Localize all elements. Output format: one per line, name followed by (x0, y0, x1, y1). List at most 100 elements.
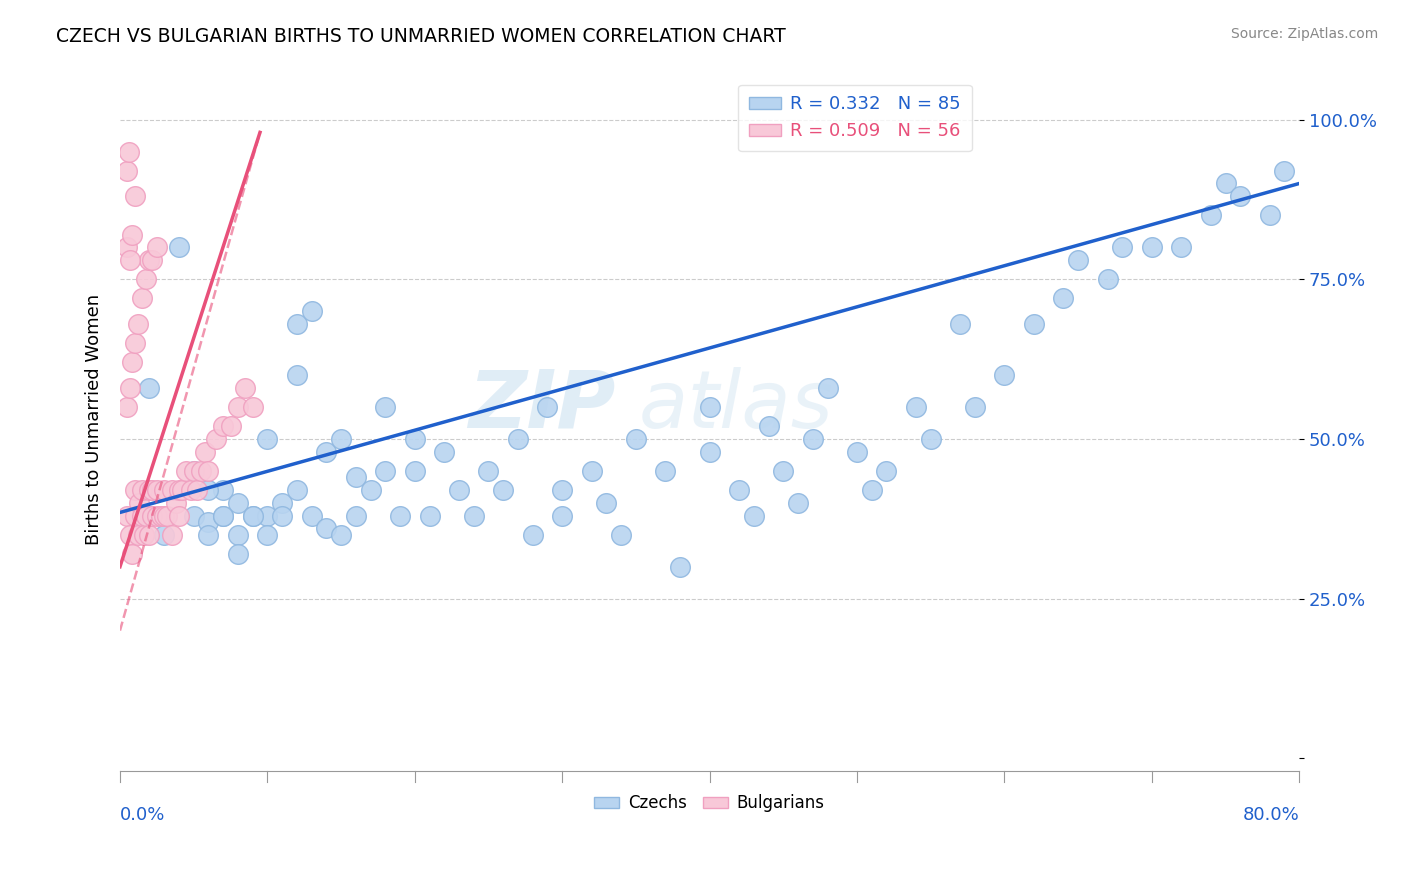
Point (212, 508, 235, 523)
Point (124, 508, 146, 523)
Point (131, 292, 153, 306)
Point (117, 508, 139, 523)
Point (801, 432, 824, 446)
Point (551, 483, 574, 497)
Point (758, 419, 780, 434)
Point (256, 432, 278, 446)
Point (121, 227, 143, 242)
Point (256, 528, 278, 542)
Point (271, 496, 294, 510)
Point (271, 508, 294, 523)
Point (167, 508, 190, 523)
Point (141, 253, 163, 268)
Point (875, 464, 897, 478)
Point (153, 528, 176, 542)
Point (301, 304, 323, 318)
Point (117, 163, 139, 178)
Point (404, 432, 426, 446)
Point (127, 528, 149, 542)
Point (846, 444, 869, 458)
Point (226, 400, 249, 414)
Point (141, 508, 163, 523)
Point (920, 432, 942, 446)
Point (285, 317, 308, 331)
Point (315, 521, 337, 535)
Point (233, 381, 256, 395)
Point (1097, 272, 1119, 286)
Point (141, 483, 163, 497)
Point (285, 368, 308, 383)
Point (138, 528, 160, 542)
Point (374, 464, 396, 478)
Point (197, 483, 219, 497)
Point (117, 240, 139, 254)
Point (1022, 317, 1045, 331)
Point (242, 508, 264, 523)
Point (1067, 253, 1090, 268)
Point (124, 189, 146, 203)
Point (404, 464, 426, 478)
Point (728, 483, 751, 497)
Point (374, 400, 396, 414)
Point (860, 483, 883, 497)
Point (160, 483, 183, 497)
Point (138, 508, 160, 523)
Point (183, 464, 205, 478)
Point (477, 464, 499, 478)
Point (120, 528, 142, 542)
Point (186, 483, 208, 497)
Point (624, 432, 647, 446)
Point (993, 368, 1015, 383)
Point (699, 400, 721, 414)
Point (212, 508, 235, 523)
Point (344, 508, 367, 523)
Point (463, 508, 485, 523)
Point (669, 559, 692, 574)
Legend: Czechs, Bulgarians: Czechs, Bulgarians (588, 788, 831, 819)
Text: 0.0%: 0.0% (120, 806, 166, 824)
Point (1140, 240, 1163, 254)
Point (121, 547, 143, 561)
Point (301, 508, 323, 523)
Point (654, 464, 676, 478)
Point (212, 483, 235, 497)
Point (132, 528, 155, 542)
Point (170, 483, 193, 497)
Point (1170, 240, 1192, 254)
Point (389, 508, 412, 523)
Point (204, 432, 226, 446)
Point (226, 496, 249, 510)
Point (127, 317, 149, 331)
Point (197, 515, 219, 529)
Point (742, 508, 765, 523)
Point (153, 508, 176, 523)
Point (117, 400, 139, 414)
Point (506, 432, 529, 446)
Point (595, 496, 617, 510)
Point (135, 508, 157, 523)
Text: ZIP: ZIP (468, 367, 616, 445)
Point (138, 381, 160, 395)
Point (242, 400, 264, 414)
Point (315, 444, 337, 458)
Point (787, 496, 810, 510)
Point (167, 240, 190, 254)
Point (146, 483, 169, 497)
Point (772, 464, 794, 478)
Point (138, 483, 160, 497)
Point (120, 381, 142, 395)
Point (904, 400, 927, 414)
Point (150, 508, 173, 523)
Point (285, 483, 308, 497)
Point (183, 464, 205, 478)
Point (1258, 209, 1281, 223)
Point (817, 381, 839, 395)
Point (180, 483, 202, 497)
Point (219, 419, 242, 434)
Point (433, 444, 456, 458)
Point (522, 528, 544, 542)
Point (447, 483, 470, 497)
Point (197, 464, 219, 478)
Point (1052, 292, 1074, 306)
Point (360, 483, 382, 497)
